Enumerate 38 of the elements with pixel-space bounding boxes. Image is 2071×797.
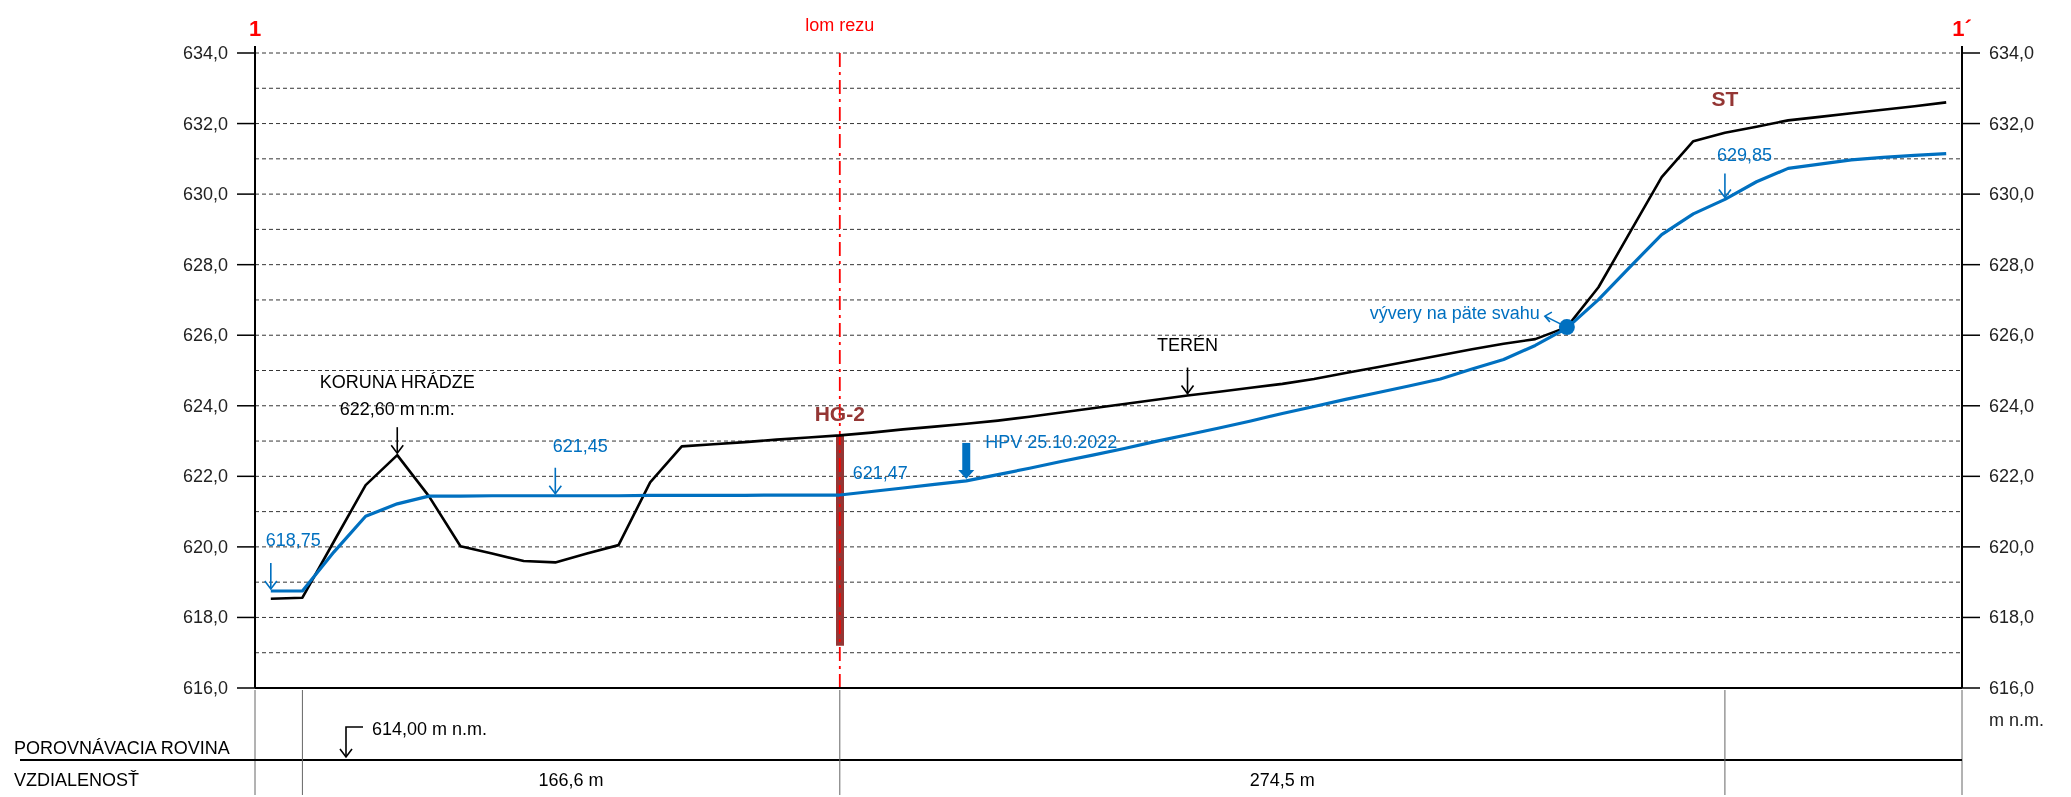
annotation: ST	[1711, 86, 1739, 110]
y-tick-label: 630,0	[182, 184, 228, 205]
y2-tick-label: 616,0	[1989, 678, 2035, 698]
y2-tick-label: 628,0	[1989, 254, 2035, 275]
annotation: 618,75	[265, 529, 321, 550]
y2-tick-label: 626,0	[1989, 325, 2035, 346]
y-tick-label: 624,0	[182, 395, 228, 416]
y2-tick-label: 634,0	[1989, 43, 2035, 63]
y-tick-label: 628,0	[182, 254, 228, 275]
text: lom rezu	[805, 15, 875, 35]
text: 1´	[1952, 16, 1972, 41]
series-label: HG-2	[814, 402, 865, 426]
text: 274,5 m	[1249, 770, 1315, 790]
y2-tick-label: 632,0	[1989, 113, 2035, 134]
y-tick-label: 616,0	[182, 678, 228, 698]
y2-tick-label: 618,0	[1989, 607, 2035, 628]
y-tick-label: 620,0	[182, 536, 228, 557]
text: 1	[248, 16, 262, 41]
y-tick-label: 626,0	[182, 325, 228, 346]
y-tick-label: 618,0	[182, 607, 228, 628]
annotation: vývery na päte svahu	[1369, 303, 1540, 324]
text: 166,6 m	[538, 770, 604, 790]
y-tick-label: 634,0	[182, 43, 228, 63]
y2-axis-title: m n.m.	[1989, 710, 2045, 730]
annotation: 621,47	[852, 463, 908, 484]
y2-tick-label: 622,0	[1989, 466, 2035, 487]
y2-tick-label: 624,0	[1989, 395, 2035, 416]
y2-tick-label: 620,0	[1989, 536, 2035, 557]
annotation: 621,45	[552, 435, 608, 456]
text: VZDIALENOSŤ	[14, 770, 140, 790]
annotation: TERÉN	[1157, 334, 1219, 355]
text: POROVNÁVACIA ROVINA	[14, 738, 230, 758]
y-tick-label: 632,0	[182, 113, 228, 134]
annotation: 629,85	[1716, 145, 1772, 166]
text: 614,00 m n.m.	[372, 719, 488, 739]
y2-tick-label: 630,0	[1989, 184, 2035, 205]
annotation: HPV 25.10.2022	[985, 431, 1118, 452]
y-tick-label: 622,0	[182, 466, 228, 487]
